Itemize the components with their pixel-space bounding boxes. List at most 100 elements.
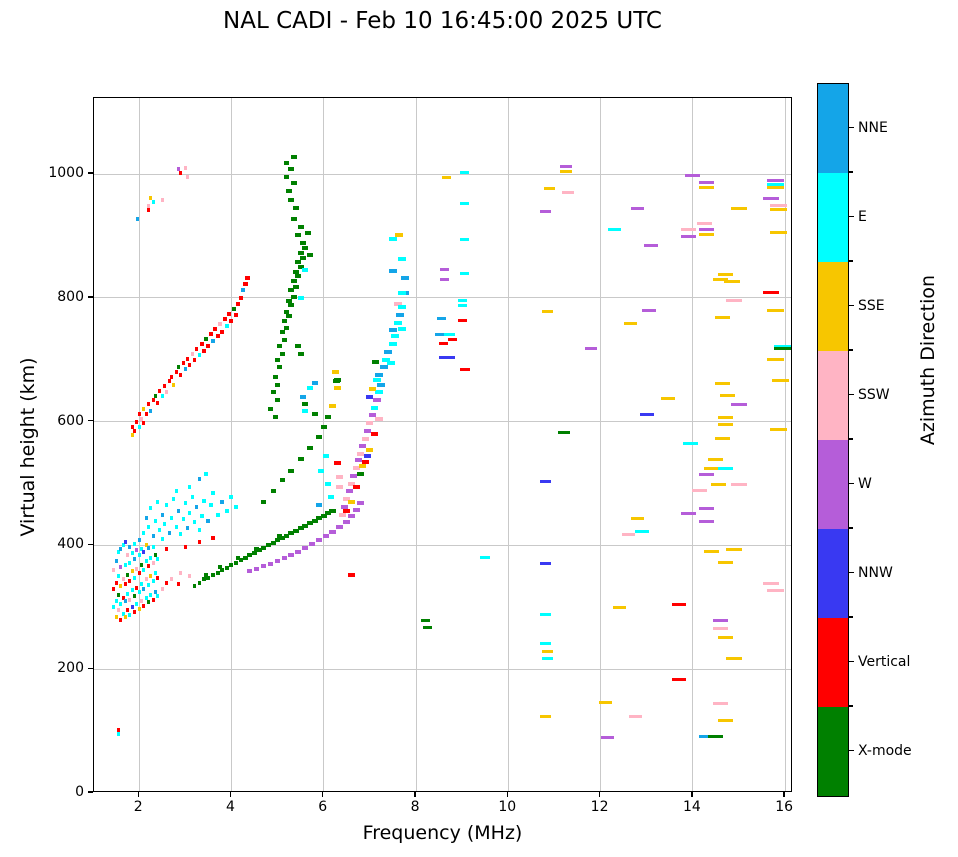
- data-point: [176, 365, 180, 370]
- data-point: [201, 348, 206, 353]
- data-point: [311, 381, 318, 386]
- data-point: [542, 656, 554, 660]
- data-point: [642, 309, 657, 313]
- data-point: [290, 154, 297, 159]
- data-point: [119, 617, 123, 622]
- data-point: [708, 457, 724, 461]
- data-point: [119, 565, 123, 570]
- colorbar-tick-mark: [849, 571, 854, 574]
- data-point: [359, 444, 367, 449]
- data-point: [713, 277, 729, 281]
- data-point: [295, 260, 302, 264]
- data-point: [140, 581, 144, 586]
- data-point: [151, 597, 155, 602]
- data-point: [136, 217, 140, 222]
- data-point: [763, 581, 780, 585]
- data-point: [156, 575, 160, 580]
- data-point: [680, 234, 696, 238]
- grid-line-horizontal: [94, 668, 791, 670]
- data-point: [769, 203, 787, 207]
- data-point: [137, 571, 141, 576]
- data-point: [290, 278, 297, 283]
- data-point: [398, 256, 407, 261]
- data-point: [763, 197, 780, 201]
- data-point: [163, 383, 167, 388]
- data-point: [325, 414, 332, 419]
- data-point: [238, 558, 243, 563]
- data-point: [193, 519, 197, 524]
- data-point: [459, 170, 469, 174]
- x-tick-label: 14: [682, 799, 701, 815]
- data-point: [158, 527, 162, 532]
- data-point: [114, 580, 118, 585]
- data-point: [177, 167, 181, 172]
- data-point: [388, 328, 397, 333]
- data-point: [265, 543, 271, 548]
- data-point: [179, 373, 183, 378]
- data-point: [288, 303, 295, 308]
- data-point: [197, 352, 201, 357]
- data-point: [236, 302, 241, 307]
- data-point: [304, 230, 311, 235]
- grid-line-horizontal: [94, 421, 791, 423]
- data-point: [112, 586, 116, 591]
- data-point: [621, 533, 635, 537]
- data-point: [731, 206, 748, 210]
- data-point: [699, 181, 715, 185]
- data-point: [190, 351, 194, 356]
- data-point: [288, 288, 295, 293]
- colorbar-segment-vertical: [818, 618, 848, 707]
- data-point: [336, 475, 344, 480]
- data-point: [116, 727, 120, 732]
- data-point: [393, 302, 402, 307]
- data-point: [639, 412, 654, 416]
- data-point: [144, 558, 148, 563]
- data-point: [329, 508, 337, 513]
- data-point: [242, 555, 248, 560]
- data-point: [126, 552, 130, 557]
- data-point: [441, 175, 451, 179]
- data-point: [539, 641, 551, 645]
- data-point: [116, 592, 120, 597]
- data-point: [562, 190, 575, 194]
- data-point: [282, 319, 288, 324]
- data-point: [277, 344, 283, 349]
- x-axis-label: Frequency (MHz): [362, 822, 523, 844]
- data-point: [300, 241, 306, 246]
- data-point: [183, 165, 187, 170]
- data-point: [144, 577, 148, 582]
- data-point: [731, 403, 748, 407]
- data-point: [284, 175, 290, 180]
- x-tick-mark: [506, 792, 508, 797]
- data-point: [284, 309, 290, 314]
- data-point: [320, 513, 327, 518]
- data-point: [279, 329, 285, 334]
- data-point: [149, 592, 153, 597]
- data-point: [151, 544, 155, 549]
- data-point: [440, 277, 450, 281]
- colorbar-tick-mark: [849, 749, 854, 752]
- data-point: [559, 165, 572, 169]
- data-point: [284, 533, 290, 538]
- data-point: [306, 445, 313, 450]
- data-point: [275, 382, 281, 387]
- colorbar-boundary-tick: [849, 705, 853, 707]
- data-point: [708, 734, 724, 738]
- data-point: [297, 295, 304, 300]
- data-point: [325, 511, 332, 516]
- data-point: [133, 542, 137, 547]
- data-point: [130, 588, 134, 592]
- grid-line-horizontal: [94, 297, 791, 299]
- data-point: [277, 533, 283, 538]
- data-point: [343, 497, 351, 502]
- x-tick-mark: [783, 792, 785, 797]
- x-tick-label: 6: [318, 799, 328, 815]
- data-point: [717, 466, 733, 470]
- data-point: [160, 198, 164, 203]
- data-point: [293, 206, 300, 211]
- data-point: [717, 636, 733, 640]
- data-point: [160, 537, 164, 542]
- data-point: [295, 344, 302, 349]
- data-point: [713, 702, 729, 706]
- data-point: [341, 505, 349, 510]
